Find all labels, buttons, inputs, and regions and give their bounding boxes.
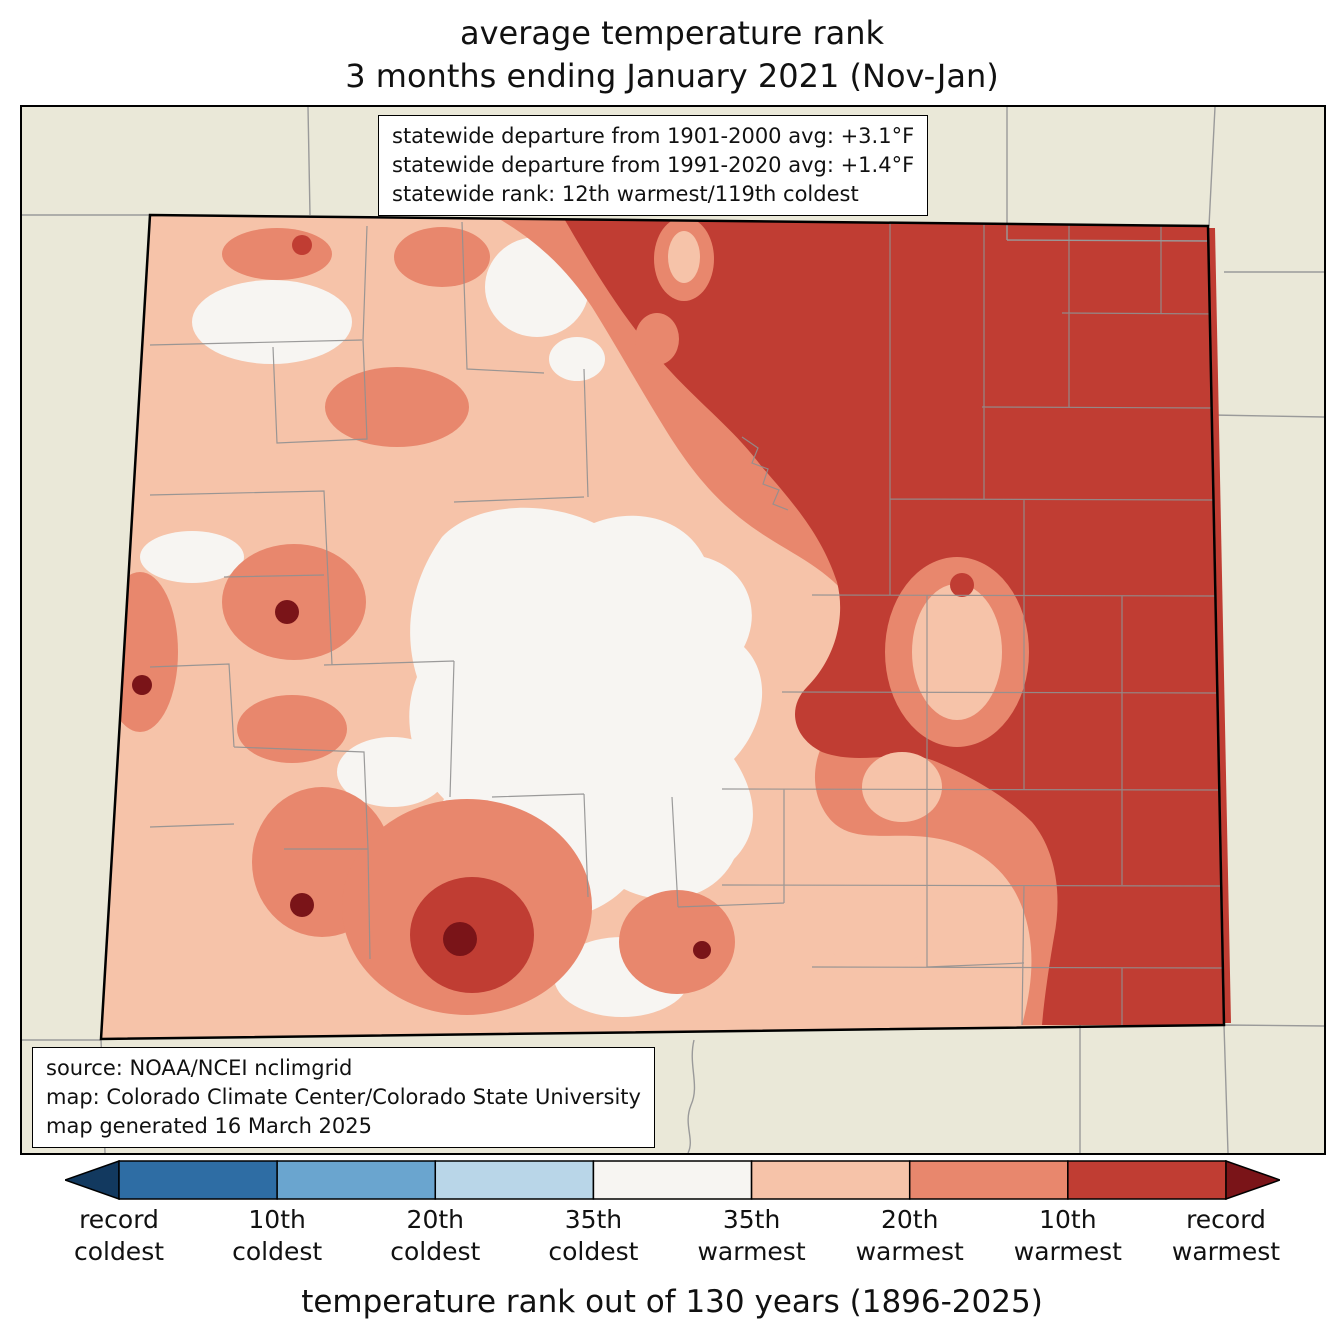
colorbar-label-20th-warmest: 20th warmest (855, 1205, 964, 1266)
source-attribution-box: source: NOAA/NCEI nclimgrid map: Colorad… (32, 1047, 655, 1148)
colorbar-labels: record coldest 10th coldest 20th coldest 35th c… (65, 1204, 1280, 1274)
source-line-1: source: NOAA/NCEI nclimgrid (46, 1056, 353, 1080)
colorbar-arrow-record-warmest (1225, 1159, 1283, 1201)
colorbar-label-35th-warmest: 35th warmest (697, 1205, 806, 1266)
colorbar-label-20th-coldest: 20th coldest (390, 1205, 481, 1266)
colorado-temperature-rank-map (22, 107, 1324, 1153)
colorbar-segment-1 (276, 1160, 437, 1200)
stats-line-2: statewide departure from 1991-2020 avg: … (392, 152, 915, 177)
colorbar-label-35th-coldest: 35th coldest (548, 1205, 639, 1266)
county-lines (149, 220, 1224, 1026)
colorbar-svg (62, 1159, 1283, 1201)
colorbar-label-10th-coldest: 10th coldest (232, 1205, 323, 1266)
source-line-2: map: Colorado Climate Center/Colorado St… (46, 1084, 641, 1109)
colorbar-label-10th-warmest: 10th warmest (1013, 1205, 1122, 1266)
fill-regions (101, 215, 1224, 1039)
map-frame: statewide departure from 1901-2000 avg: … (20, 105, 1326, 1155)
statewide-stats-box: statewide departure from 1901-2000 avg: … (378, 115, 929, 216)
stats-line-3: statewide rank: 12th warmest/119th colde… (392, 181, 859, 206)
colorbar-segment-5 (908, 1160, 1069, 1200)
state-outline (99, 213, 1226, 1041)
colorbar-caption: temperature rank out of 130 years (1896-… (301, 1284, 1043, 1320)
colorbar (62, 1159, 1283, 1201)
colorbar-label-record-warmest: record warmest (1171, 1205, 1281, 1266)
source-line-3: map generated 16 March 2025 (46, 1113, 373, 1138)
stats-line-1: statewide departure from 1901-2000 avg: … (392, 124, 915, 148)
title-line-2: 3 months ending January 2021 (Nov-Jan) (345, 57, 999, 96)
title-line-1: average temperature rank (459, 14, 885, 52)
colorbar-segment-4 (750, 1160, 911, 1200)
colorbar-arrow-record-coldest (62, 1159, 120, 1201)
colorbar-label-record-coldest: record coldest (73, 1205, 165, 1266)
colorbar-segment-6 (1067, 1160, 1227, 1200)
colorbar-segment-2 (434, 1160, 595, 1200)
colorbar-segment-3 (592, 1160, 753, 1200)
page-title: average temperature rank 3 months ending… (0, 12, 1344, 98)
colorbar-segment-0 (118, 1160, 278, 1200)
east-border-sliver (1209, 227, 1231, 1024)
